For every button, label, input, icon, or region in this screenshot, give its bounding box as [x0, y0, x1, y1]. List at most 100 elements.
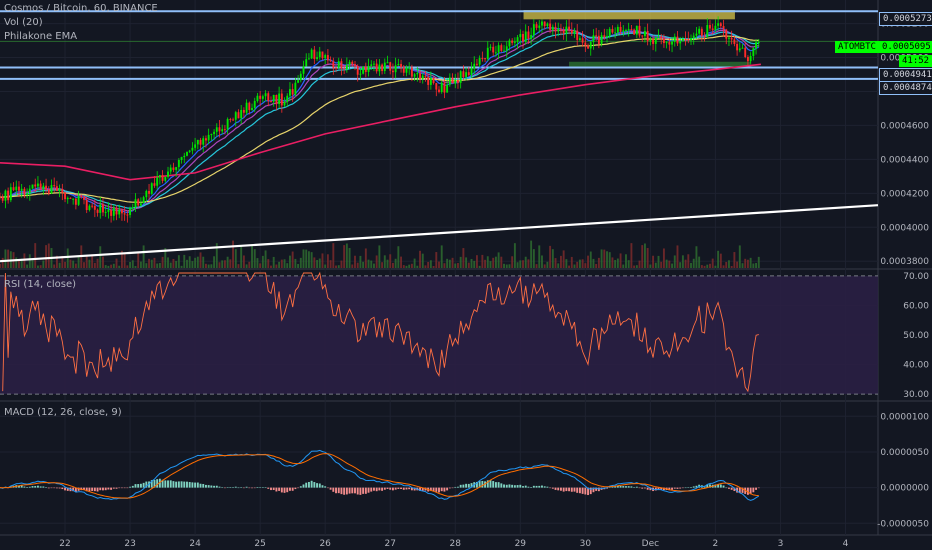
volume-bar — [454, 263, 457, 268]
candle-body — [96, 209, 99, 213]
volume-bar — [55, 255, 58, 268]
macd-histogram-bar — [717, 484, 720, 488]
macd-histogram-bar — [47, 487, 50, 489]
ema-label[interactable]: Philakone EMA — [4, 31, 78, 42]
trendline — [0, 204, 879, 263]
volume-bar — [150, 259, 153, 268]
candle-body — [671, 41, 673, 45]
volume-label[interactable]: Vol (20) — [4, 17, 43, 28]
candle-body — [668, 42, 671, 45]
macd-histogram-bar — [72, 487, 75, 492]
macd-histogram-bar — [435, 487, 438, 492]
macd-label[interactable]: MACD (12, 26, close, 9) — [4, 407, 122, 418]
price-tick-label: 0.0004000 — [880, 223, 929, 233]
volume-bar — [264, 250, 267, 268]
macd-histogram-bar — [644, 487, 646, 489]
macd-histogram-bar — [275, 487, 278, 492]
candle-body — [541, 21, 543, 26]
volume-bar — [129, 261, 132, 268]
candle-body — [446, 84, 449, 93]
candle-body — [443, 82, 446, 93]
candle-body — [223, 129, 226, 131]
volume-bar — [568, 265, 571, 268]
candle-body — [175, 167, 178, 170]
macd-histogram-bar — [226, 487, 229, 488]
trendline-layer[interactable] — [0, 204, 879, 263]
volume-bar — [305, 249, 308, 268]
candle-body — [248, 102, 251, 111]
macd-histogram-bar — [730, 487, 733, 490]
rsi-line — [2, 271, 759, 393]
macd-histogram-bar — [186, 481, 188, 488]
macd-histogram-bar — [88, 487, 91, 492]
volume-bar — [218, 262, 221, 268]
candle-body — [15, 186, 18, 191]
volume-bar — [440, 245, 443, 268]
rsi-label[interactable]: RSI (14, close) — [4, 279, 77, 290]
macd-histogram-bar — [321, 485, 324, 488]
candle-body — [419, 72, 421, 79]
macd-histogram-bar — [546, 486, 549, 488]
macd-histogram-bar — [657, 487, 660, 490]
candle-body — [662, 38, 665, 44]
candle-body — [576, 30, 579, 40]
volume-bar — [72, 260, 75, 268]
candle-body — [34, 184, 37, 187]
macd-histogram-bar — [568, 487, 571, 492]
macd-histogram-bar — [532, 485, 535, 488]
candle-body — [291, 89, 294, 95]
candle-body — [278, 93, 281, 104]
candle-body — [39, 183, 42, 190]
candle-body — [129, 208, 132, 215]
candle-body — [362, 66, 365, 74]
volume-bar — [546, 261, 549, 268]
macd-histogram-bar — [351, 487, 354, 494]
macd-histogram-bar — [413, 487, 416, 491]
candle-body — [755, 42, 758, 49]
macd-histogram-bar — [541, 485, 543, 488]
volume-bar — [180, 265, 183, 268]
macd-histogram-bar — [370, 487, 373, 492]
candle-body — [367, 66, 370, 72]
macd-histogram-bar — [337, 487, 340, 494]
volume-bar — [681, 255, 684, 268]
macd-histogram-bar — [486, 480, 489, 488]
candle-body — [630, 29, 633, 31]
countdown-tag: 41:52 — [899, 55, 932, 67]
macd-histogram-bar — [511, 484, 514, 488]
candle-body — [394, 65, 397, 73]
candle-body — [568, 26, 571, 30]
volume-bar — [427, 261, 430, 268]
macd-histogram-bar — [400, 487, 403, 489]
candle-body — [557, 28, 560, 32]
macd-histogram-bar — [375, 487, 378, 492]
candle-body — [12, 187, 15, 191]
candle-body — [698, 28, 701, 34]
volume-bar — [191, 261, 194, 268]
macd-histogram-bar — [310, 480, 313, 488]
volume-bar — [275, 264, 278, 268]
candle-body — [570, 29, 573, 34]
macd-histogram-bar — [335, 487, 337, 494]
volume-bar — [527, 259, 530, 268]
volume-bar — [421, 253, 424, 268]
macd-histogram-bar — [595, 487, 598, 491]
volume-bar — [603, 249, 606, 268]
candle-body — [505, 46, 508, 51]
macd-histogram-bar — [302, 484, 305, 488]
candle-body — [102, 204, 104, 213]
macd-histogram-bar — [459, 484, 462, 488]
volume-bar — [61, 255, 64, 268]
volume-bar — [253, 249, 256, 268]
volume-bar — [622, 264, 625, 268]
volume-bar — [462, 248, 465, 268]
symbol-title[interactable]: Cosmos / Bitcoin, 60, BINANCE — [4, 3, 158, 14]
candle-body — [535, 24, 538, 28]
volume-bar — [749, 257, 752, 268]
volume-bar — [340, 260, 343, 268]
volume-bar — [467, 262, 470, 268]
macd-histogram-bar — [115, 487, 118, 489]
candle-body — [459, 71, 462, 83]
candle-body — [302, 66, 305, 74]
